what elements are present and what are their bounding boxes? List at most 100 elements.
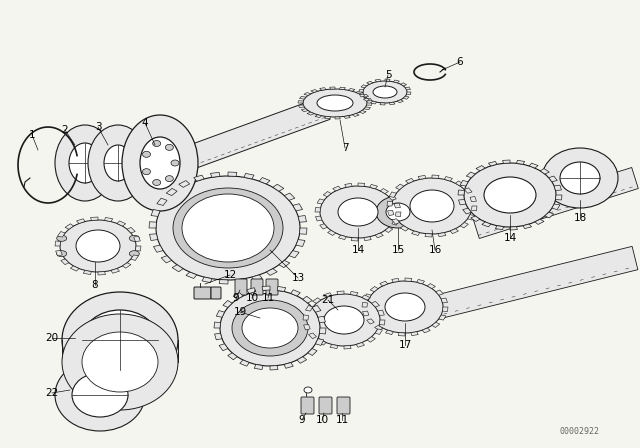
FancyBboxPatch shape	[235, 279, 247, 295]
Polygon shape	[367, 319, 374, 324]
Polygon shape	[392, 278, 399, 282]
Polygon shape	[385, 79, 390, 81]
Ellipse shape	[317, 95, 353, 111]
Ellipse shape	[304, 387, 312, 393]
Text: 10: 10	[245, 293, 259, 303]
Ellipse shape	[55, 125, 115, 201]
Polygon shape	[316, 216, 322, 221]
Polygon shape	[405, 278, 412, 281]
Polygon shape	[441, 298, 447, 303]
Polygon shape	[344, 116, 350, 118]
Polygon shape	[432, 175, 439, 178]
Polygon shape	[552, 204, 560, 210]
Polygon shape	[56, 250, 62, 256]
Polygon shape	[340, 87, 346, 90]
Polygon shape	[131, 255, 138, 260]
Polygon shape	[273, 184, 284, 191]
Ellipse shape	[129, 251, 140, 257]
Polygon shape	[122, 263, 131, 268]
Polygon shape	[202, 277, 212, 283]
Polygon shape	[214, 322, 221, 328]
Polygon shape	[529, 163, 538, 168]
Polygon shape	[77, 219, 85, 224]
Text: 12: 12	[223, 270, 237, 280]
Polygon shape	[359, 90, 364, 92]
Polygon shape	[154, 245, 163, 252]
Polygon shape	[523, 224, 532, 228]
Polygon shape	[361, 85, 367, 88]
Text: 22: 22	[45, 388, 59, 398]
Polygon shape	[172, 265, 183, 272]
Polygon shape	[365, 99, 372, 101]
Polygon shape	[488, 161, 497, 166]
Polygon shape	[394, 203, 401, 208]
FancyBboxPatch shape	[319, 397, 332, 414]
Ellipse shape	[308, 294, 380, 346]
Ellipse shape	[122, 115, 198, 211]
Polygon shape	[380, 189, 388, 194]
Polygon shape	[262, 286, 270, 290]
Polygon shape	[396, 184, 404, 190]
Text: 11: 11	[261, 293, 275, 303]
Text: 14: 14	[351, 245, 365, 255]
Polygon shape	[367, 337, 376, 342]
Polygon shape	[465, 188, 472, 193]
Polygon shape	[418, 175, 426, 179]
Polygon shape	[315, 115, 322, 117]
Polygon shape	[406, 178, 414, 183]
Polygon shape	[323, 191, 331, 197]
Ellipse shape	[232, 300, 308, 356]
Polygon shape	[300, 96, 306, 99]
Polygon shape	[134, 236, 140, 241]
FancyBboxPatch shape	[211, 287, 221, 299]
Polygon shape	[362, 302, 367, 307]
Polygon shape	[247, 288, 256, 293]
Text: 2: 2	[61, 125, 68, 135]
Text: 20: 20	[45, 333, 59, 343]
Polygon shape	[228, 353, 237, 360]
Polygon shape	[312, 305, 321, 312]
Polygon shape	[417, 280, 424, 284]
Ellipse shape	[153, 180, 161, 185]
Polygon shape	[380, 281, 388, 286]
Polygon shape	[317, 340, 326, 345]
Polygon shape	[298, 101, 303, 103]
Polygon shape	[216, 310, 225, 317]
Ellipse shape	[338, 198, 378, 226]
Ellipse shape	[72, 373, 128, 417]
Ellipse shape	[60, 220, 136, 272]
Polygon shape	[55, 241, 61, 246]
Polygon shape	[236, 279, 246, 284]
Polygon shape	[307, 112, 314, 115]
Polygon shape	[482, 222, 491, 227]
Ellipse shape	[57, 235, 67, 241]
Polygon shape	[104, 217, 113, 222]
Polygon shape	[127, 227, 135, 233]
Polygon shape	[211, 172, 220, 177]
Polygon shape	[456, 181, 464, 186]
Polygon shape	[234, 293, 243, 299]
Text: 10: 10	[316, 415, 328, 425]
Polygon shape	[389, 192, 396, 198]
Polygon shape	[392, 219, 399, 224]
Text: 1: 1	[29, 130, 35, 140]
Polygon shape	[194, 175, 204, 181]
Polygon shape	[375, 329, 383, 335]
Polygon shape	[90, 217, 98, 220]
Ellipse shape	[363, 81, 407, 103]
Polygon shape	[476, 166, 485, 171]
Ellipse shape	[386, 203, 410, 221]
Polygon shape	[308, 333, 316, 339]
Polygon shape	[387, 201, 392, 206]
Polygon shape	[320, 224, 327, 229]
Polygon shape	[296, 240, 305, 246]
Polygon shape	[149, 222, 156, 228]
Polygon shape	[301, 109, 308, 112]
Text: 21: 21	[321, 295, 335, 305]
Polygon shape	[356, 343, 365, 347]
Polygon shape	[312, 298, 321, 303]
Polygon shape	[432, 322, 440, 327]
Ellipse shape	[240, 306, 300, 350]
Polygon shape	[317, 199, 324, 204]
Polygon shape	[460, 181, 468, 186]
